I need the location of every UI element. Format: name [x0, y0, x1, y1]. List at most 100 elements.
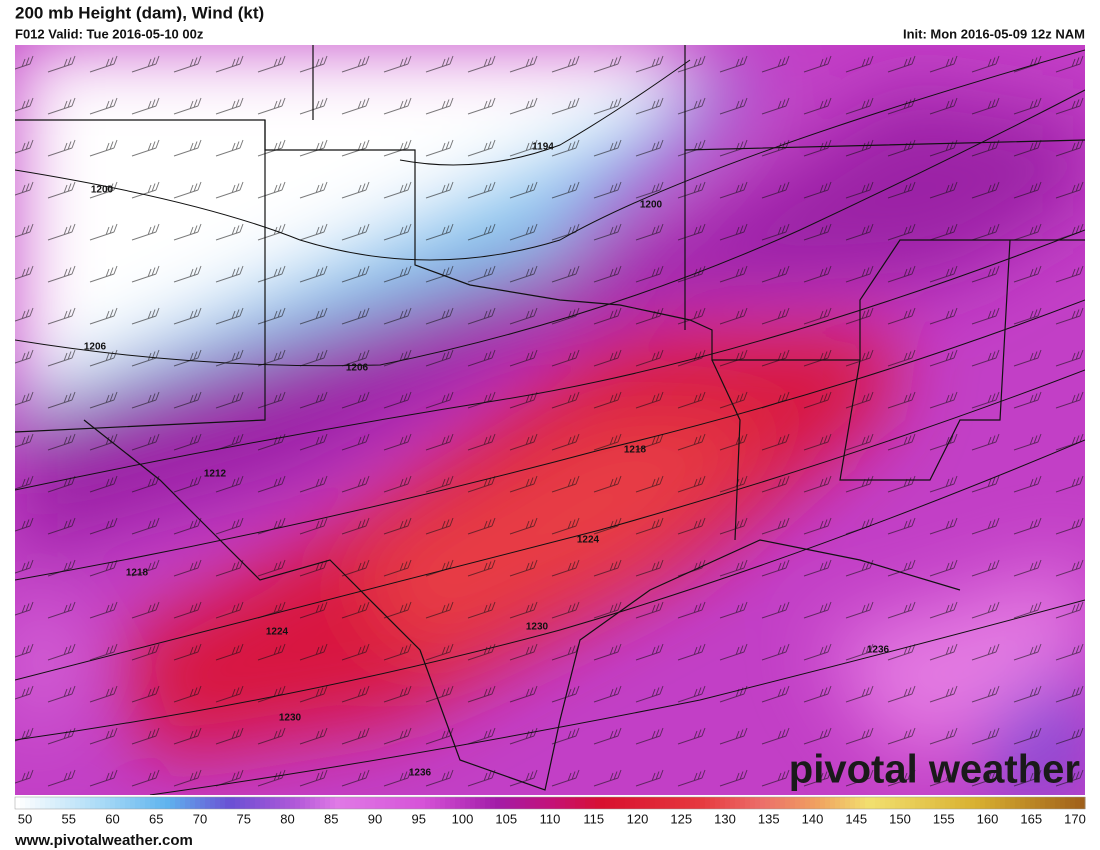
colorbar-swatch: [45, 797, 51, 809]
colorbar-swatch: [155, 797, 161, 809]
colorbar-label: 150: [889, 811, 911, 826]
colorbar-label: 80: [280, 811, 294, 826]
colorbar-swatch: [525, 797, 531, 809]
colorbar-swatch: [340, 797, 346, 809]
colorbar-swatch: [975, 797, 981, 809]
colorbar-swatch: [40, 797, 46, 809]
colorbar-swatch: [280, 797, 286, 809]
colorbar-swatch: [310, 797, 316, 809]
colorbar-swatch: [770, 797, 776, 809]
colorbar-swatch: [685, 797, 691, 809]
colorbar-label: 100: [452, 811, 474, 826]
colorbar-swatch: [260, 797, 266, 809]
colorbar-swatch: [615, 797, 621, 809]
colorbar-swatch: [1075, 797, 1081, 809]
contour-label: 1218: [624, 445, 647, 456]
colorbar-swatch: [485, 797, 491, 809]
colorbar-swatch: [390, 797, 396, 809]
contour-label: 1236: [867, 645, 890, 656]
colorbar-swatch: [605, 797, 611, 809]
colorbar-swatch: [95, 797, 101, 809]
colorbar-swatch: [545, 797, 551, 809]
colorbar-swatch: [455, 797, 461, 809]
colorbar-swatch: [480, 797, 486, 809]
colorbar-swatch: [245, 797, 251, 809]
colorbar-swatch: [590, 797, 596, 809]
colorbar-swatch: [365, 797, 371, 809]
contour-label: 1194: [532, 142, 554, 153]
colorbar-swatch: [1000, 797, 1006, 809]
colorbar-swatch: [65, 797, 71, 809]
colorbar-swatch: [30, 797, 36, 809]
colorbar-swatch: [585, 797, 591, 809]
colorbar-swatch: [965, 797, 971, 809]
colorbar-swatch: [675, 797, 681, 809]
colorbar-swatch: [385, 797, 391, 809]
colorbar-swatch: [715, 797, 721, 809]
colorbar-swatch: [565, 797, 571, 809]
colorbar-swatch: [175, 797, 181, 809]
colorbar-swatch: [880, 797, 886, 809]
colorbar-swatch: [1005, 797, 1011, 809]
colorbar-swatch: [80, 797, 86, 809]
colorbar-swatch: [225, 797, 231, 809]
colorbar-swatch: [150, 797, 156, 809]
colorbar-swatch: [335, 797, 341, 809]
colorbar-swatch: [570, 797, 576, 809]
colorbar-swatch: [785, 797, 791, 809]
colorbar-swatch: [100, 797, 106, 809]
colorbar-swatch: [395, 797, 401, 809]
colorbar-swatch: [75, 797, 81, 809]
contour-label: 1200: [91, 185, 114, 196]
colorbar-swatch: [120, 797, 126, 809]
colorbar-label: 115: [583, 811, 604, 826]
colorbar-swatch: [305, 797, 311, 809]
colorbar-swatch: [415, 797, 421, 809]
colorbar-swatch: [180, 797, 186, 809]
colorbar-swatch: [995, 797, 1001, 809]
colorbar-swatch: [555, 797, 561, 809]
colorbar-swatch: [205, 797, 211, 809]
colorbar-label: 55: [62, 811, 76, 826]
colorbar-swatch: [905, 797, 911, 809]
colorbar-swatch: [950, 797, 956, 809]
colorbar-label: 165: [1020, 811, 1042, 826]
colorbar-swatch: [15, 797, 21, 809]
colorbar-swatch: [670, 797, 676, 809]
colorbar-swatch: [980, 797, 986, 809]
colorbar-swatch: [215, 797, 221, 809]
colorbar-swatch: [990, 797, 996, 809]
colorbar-swatch: [345, 797, 351, 809]
colorbar-label: 125: [670, 811, 692, 826]
colorbar-swatch: [230, 797, 236, 809]
colorbar-swatch: [170, 797, 176, 809]
colorbar-swatch: [925, 797, 931, 809]
colorbar-swatch: [735, 797, 741, 809]
contour-labels: 1194 1200 1200 1206 1206 1212 1218 1218 1224 1224…: [84, 142, 890, 779]
colorbar-swatch: [665, 797, 671, 809]
colorbar-swatch: [500, 797, 506, 809]
colorbar-swatch: [690, 797, 696, 809]
colorbar-swatch: [290, 797, 296, 809]
colorbar-swatch: [865, 797, 871, 809]
colorbar-swatch: [350, 797, 356, 809]
colorbar-swatch: [890, 797, 896, 809]
colorbar-swatch: [575, 797, 581, 809]
colorbar-swatch: [240, 797, 246, 809]
colorbar-swatch: [720, 797, 726, 809]
colorbar-swatch: [795, 797, 801, 809]
colorbar-swatch: [845, 797, 851, 809]
contour-label: 1200: [640, 200, 663, 211]
colorbar-swatch: [495, 797, 501, 809]
colorbar-swatch: [710, 797, 716, 809]
colorbar-swatch: [25, 797, 31, 809]
contour-label: 1224: [266, 627, 289, 638]
colorbar-swatch: [1045, 797, 1051, 809]
colorbar-swatch: [580, 797, 586, 809]
colorbar-swatch: [435, 797, 441, 809]
colorbar-swatch: [70, 797, 76, 809]
colorbar-swatch: [1070, 797, 1076, 809]
colorbar-swatch: [210, 797, 216, 809]
colorbar-swatch: [115, 797, 121, 809]
